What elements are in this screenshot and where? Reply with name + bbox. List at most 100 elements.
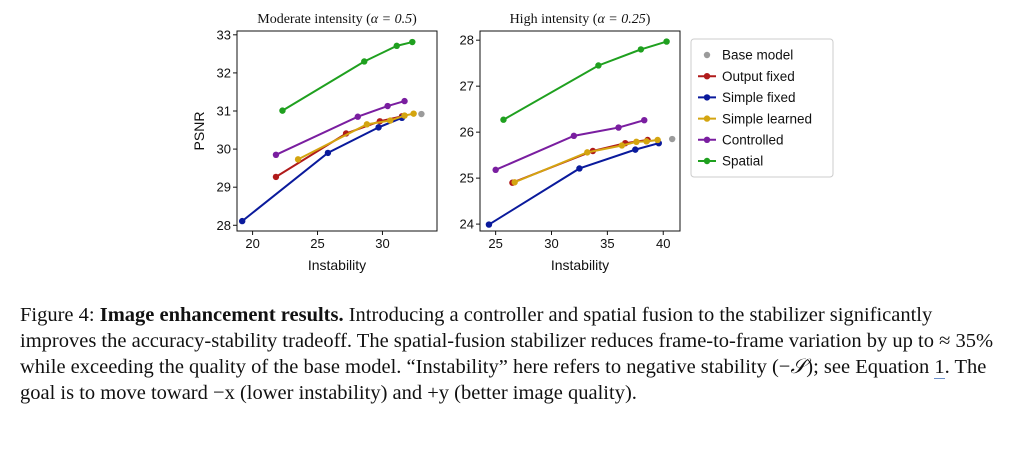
data-point [324, 149, 332, 157]
data-point [363, 121, 371, 128]
series-layer [485, 38, 676, 228]
legend-label: Spatial [722, 154, 763, 169]
data-point [633, 138, 640, 146]
data-point [500, 116, 507, 123]
data-point [393, 42, 400, 50]
y-tick-label: 29 [217, 180, 231, 195]
data-point [637, 46, 645, 53]
x-tick-label: 30 [544, 236, 558, 251]
series-spatial [500, 38, 670, 123]
caption-symbol: 𝒮 [790, 356, 807, 378]
plot-frame [479, 30, 681, 232]
caption-text-1: Introducing a controller and spatial fus… [20, 304, 994, 378]
data-point [279, 107, 286, 114]
legend-label: Simple fixed [722, 90, 796, 105]
series-simple-learned [294, 110, 417, 163]
caption-bold-title: Image enhancement results. [99, 304, 344, 326]
data-point [641, 116, 648, 124]
data-point [595, 62, 602, 69]
y-tick-label: 28 [460, 33, 474, 48]
series-base-model [668, 135, 676, 143]
legend-item-controlled: Controlled [698, 133, 784, 148]
y-tick-label: 25 [460, 171, 474, 186]
x-axis-label: Instability [308, 257, 366, 273]
legend-label: Output fixed [722, 69, 795, 84]
caption-text-2: ); see Equation [806, 356, 930, 378]
legend: Base model Output fixed Simple fixed Simple… [690, 38, 834, 178]
panel-moderate-intensity: Moderate intensity (α = 0.5) PSNR Instab… [191, 12, 438, 273]
data-point [418, 110, 425, 118]
y-tick-label: 32 [217, 65, 231, 80]
caption-text-3: . The goal is to move toward −x (lower i… [20, 356, 987, 404]
legend-marker [703, 136, 711, 143]
legend-label: Controlled [722, 133, 784, 148]
axis-ticks: 20 25 30 28 29 30 31 32 33 [217, 27, 390, 251]
equation-reference-link[interactable]: 1 [934, 356, 945, 379]
data-point [615, 124, 622, 131]
series-line-controlled [275, 100, 405, 156]
data-point [272, 151, 280, 159]
y-tick-label: 24 [460, 217, 474, 232]
legend-marker [703, 157, 711, 165]
data-point [643, 138, 650, 145]
x-tick-label: 25 [310, 236, 324, 251]
series-simple-fixed [238, 114, 406, 225]
series-line-output-fixed [512, 138, 648, 184]
figure-canvas: Moderate intensity (α = 0.5) PSNR Instab… [191, 12, 834, 273]
series-line-simple-learned [514, 138, 658, 184]
series-simple-learned [511, 136, 661, 186]
data-point [632, 146, 639, 153]
x-tick-label: 20 [245, 236, 259, 251]
y-axis-label: PSNR [191, 112, 207, 151]
y-tick-label: 31 [217, 104, 231, 119]
data-point [387, 117, 394, 124]
legend-label: Base model [722, 48, 793, 63]
caption-label: Figure 4: [20, 304, 95, 326]
data-point [272, 173, 280, 181]
y-tick-label: 33 [217, 27, 231, 42]
panel-high-intensity: High intensity (α = 0.25) Instability 25… [460, 12, 681, 273]
legend-marker [703, 115, 711, 122]
series-line-spatial [502, 40, 667, 121]
data-point [294, 156, 302, 163]
legend-frame [690, 38, 834, 178]
data-point [354, 113, 361, 120]
data-point [401, 97, 408, 105]
data-point [238, 217, 246, 225]
figure-caption: Figure 4: Image enhancement results. Int… [20, 302, 1010, 406]
x-tick-label: 35 [600, 236, 614, 251]
x-tick-label: 25 [488, 236, 502, 251]
x-axis-label: Instability [551, 257, 609, 273]
data-point [663, 38, 670, 45]
y-tick-label: 28 [217, 218, 231, 233]
data-point [409, 38, 416, 46]
series-controlled [272, 97, 408, 159]
series-line-controlled [495, 119, 645, 171]
data-point [410, 110, 417, 117]
plot-frame [236, 30, 438, 232]
axis-ticks: 25 30 35 40 24 25 26 27 28 [460, 33, 671, 251]
y-tick-label: 30 [217, 142, 231, 157]
series-line-simple-fixed [488, 142, 660, 226]
legend-marker [703, 51, 711, 59]
series-spatial [279, 38, 416, 114]
data-point [361, 58, 368, 65]
panel-title-moderate: Moderate intensity (α = 0.5) [257, 12, 417, 27]
series-line-spatial [281, 41, 413, 112]
panel-title-high: High intensity (α = 0.25) [510, 12, 651, 27]
data-point [511, 179, 518, 186]
series-base-model [418, 110, 425, 118]
x-tick-label: 40 [656, 236, 670, 251]
legend-item-simple-fixed: Simple fixed [698, 90, 796, 105]
series-layer [238, 38, 425, 225]
data-point [384, 102, 391, 110]
legend-item-spatial: Spatial [698, 154, 763, 169]
data-point [492, 166, 499, 174]
y-tick-label: 26 [460, 125, 474, 140]
data-point [618, 142, 626, 149]
data-point [485, 221, 493, 228]
data-point [401, 112, 408, 119]
y-tick-label: 27 [460, 79, 474, 94]
x-tick-label: 30 [375, 236, 389, 251]
legend-label: Simple learned [722, 111, 812, 126]
